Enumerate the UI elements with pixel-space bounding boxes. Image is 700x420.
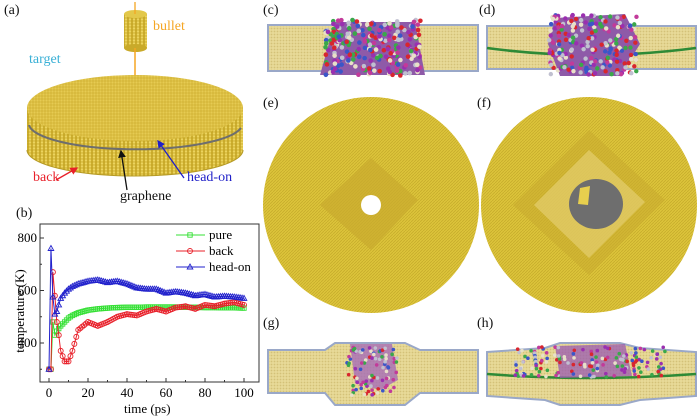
panel-label-e: (e) xyxy=(263,96,279,111)
graphene-exposed xyxy=(569,179,623,229)
graphene-label: graphene xyxy=(120,189,172,204)
panel-c-cross-section xyxy=(267,17,479,78)
y-tick-label: 400 xyxy=(18,335,38,350)
panel-h-cross-section xyxy=(486,342,697,406)
x-tick-label: 40 xyxy=(121,385,134,400)
panel-label-h: (h) xyxy=(477,316,494,331)
target-disk xyxy=(26,75,244,177)
panel-d-cross-section xyxy=(486,12,697,77)
x-tick-label: 100 xyxy=(234,385,254,400)
panel-label-g: (g) xyxy=(263,316,280,331)
x-tick-label: 20 xyxy=(82,385,95,400)
panel-f-top-view xyxy=(481,97,697,313)
y-tick-label: 800 xyxy=(18,230,38,245)
x-tick-label: 80 xyxy=(199,385,212,400)
panel-e-top-view xyxy=(263,97,479,313)
legend-entry-pure: pure xyxy=(209,227,232,242)
graphene-layer xyxy=(28,124,242,151)
chart-xlabel: time (ps) xyxy=(124,401,171,416)
panel-label-b: (b) xyxy=(16,206,33,221)
x-tick-label: 0 xyxy=(46,385,53,400)
panel-label-c: (c) xyxy=(263,3,279,18)
plot-frame xyxy=(39,223,260,383)
panel-g-cross-section xyxy=(267,342,479,406)
head-on-label: head-on xyxy=(187,170,233,185)
panel-label-f: (f) xyxy=(477,96,491,111)
back-label: back xyxy=(33,170,60,185)
panel-label-d: (d) xyxy=(479,3,496,18)
legend-entry-head-on: head-on xyxy=(209,259,251,274)
target-label: target xyxy=(29,52,61,67)
x-tick-label: 60 xyxy=(160,385,173,400)
bullet-label: bullet xyxy=(153,19,185,34)
y-tick-label: 600 xyxy=(18,283,38,298)
panel-label-a: (a) xyxy=(4,3,20,18)
legend-entry-back: back xyxy=(209,243,234,258)
